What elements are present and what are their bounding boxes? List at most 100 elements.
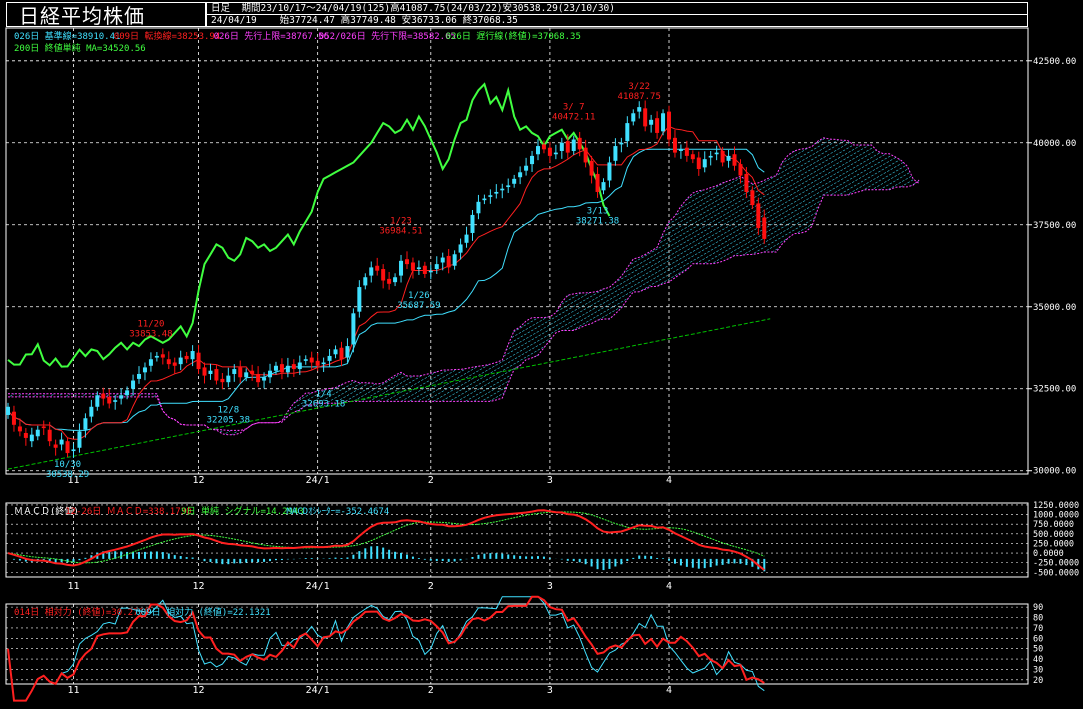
ohlc-values: 始37724.47 高37749.48 安36733.06 終37068.35 [279,15,518,26]
candle-body [47,429,52,442]
candle-body [369,267,374,276]
candle-body [488,195,493,197]
candle-body [279,364,284,373]
candle-body [6,406,10,415]
candle-body [643,108,648,127]
candle-body [71,449,76,452]
candle-body [166,359,171,365]
rsi-tick-label: 80 [1033,614,1043,624]
candle-body [196,352,201,370]
ohlc-date: 24/04/19 [211,15,257,26]
candle-body [77,431,82,448]
candle-body [160,354,165,358]
candle-body [309,357,314,363]
annotation-date: 11/20 [137,319,164,329]
candle-body [303,359,308,361]
macd-legend-item: MACDｵｼﾚｰﾀｰ=-352.4674 [286,506,389,517]
rsi-legend-item: 014日 相対力 (終値)=30.2779 [14,606,149,618]
main-legend-item: 026日 基準線=38910.41 [14,30,120,42]
candle-body [59,439,64,445]
annotation-value: 30538.29 [46,470,89,480]
macd-line [7,509,765,571]
candle-body [327,355,332,361]
candle-body [214,369,219,381]
candle-body [547,147,552,156]
main-legend-item: 026日 先行上限=38767.56 [214,30,329,42]
candle-body [113,400,118,402]
chart-title: 日経平均株価 [19,4,145,28]
candle-body [256,373,261,383]
candle-body [434,264,439,270]
month-label-macd: 24/1 [306,581,330,592]
candle-body [101,393,106,399]
candle-body [244,372,249,378]
month-label-rsi: 4 [666,685,672,696]
leading-span-a-line [8,137,920,436]
candle-body [541,144,546,150]
rsi-tick-label: 70 [1033,624,1043,634]
candle-body [702,159,707,168]
candle-body [226,375,231,383]
candle-body [607,162,612,181]
candle-body [452,254,457,266]
candle-body [583,147,588,163]
annotation-value: 35687.59 [397,301,440,311]
annotation-value: 40472.11 [552,112,595,122]
candle-body [422,265,427,274]
base-line [7,148,765,431]
price-tick-label: 40000.00 [1033,139,1076,149]
candle-body [762,217,767,239]
candle-body [393,277,398,283]
candle-body [291,364,296,370]
candle-body [95,395,100,407]
month-label-price: 3 [547,475,553,486]
main-legend-item: 026日 遅行線(終値)=37068.35 [446,30,581,42]
ma200-line [7,318,771,470]
candle-body [351,313,356,345]
candle-body [17,426,22,432]
candle-body [172,362,177,366]
candle-body [184,355,189,360]
price-tick-label: 30000.00 [1033,467,1076,477]
candle-body [321,362,326,365]
annotation-date: 10/30 [54,460,81,470]
rsi-tick-label: 30 [1033,665,1043,675]
candle-body [238,367,243,378]
candle-body [125,390,130,396]
candle-body [476,201,481,214]
candle-body [41,426,46,429]
candle-body [530,155,535,165]
month-label-rsi: 12 [193,685,205,696]
candle-body [232,369,237,374]
candle-body [297,362,302,370]
candle-body [649,119,654,125]
candle-body [613,146,618,161]
period-info: 期間23/10/17～24/04/19(125)高41087.75(24/03/… [241,3,615,14]
month-label-macd: 4 [666,581,672,592]
main-legend-item: 200日 終値単純 MA=34520.56 [14,42,146,54]
macd-tick-label: 1250.0000 [1033,501,1079,511]
candle-body [494,191,499,194]
candle-body [637,107,642,112]
main-legend-item: 009日 転換線=38253.94 [114,30,220,42]
annotation-date: 1/4 [315,389,331,399]
title-box: 日経平均株価 [6,2,206,28]
candle-body [577,137,582,150]
candle-body [726,155,731,161]
candle-body [339,347,344,360]
rsi-panel-frame [5,603,1029,685]
macd-tick-label: 250.0000 [1033,539,1074,549]
candle-body [559,142,564,151]
annotation-value: 32205.38 [207,415,250,425]
candle-body [589,160,594,176]
candle-body [535,146,540,155]
month-label-price: 11 [67,475,79,486]
candle-body [357,287,362,312]
candle-body [345,346,350,358]
candle-body [202,367,207,376]
candle-body [756,203,761,229]
candle-body [524,165,529,171]
macd-legend-item: 12-26日 ＭＡＣＤ=338.1730 [65,506,191,517]
candle-body [35,429,40,437]
candle-body [470,214,475,233]
